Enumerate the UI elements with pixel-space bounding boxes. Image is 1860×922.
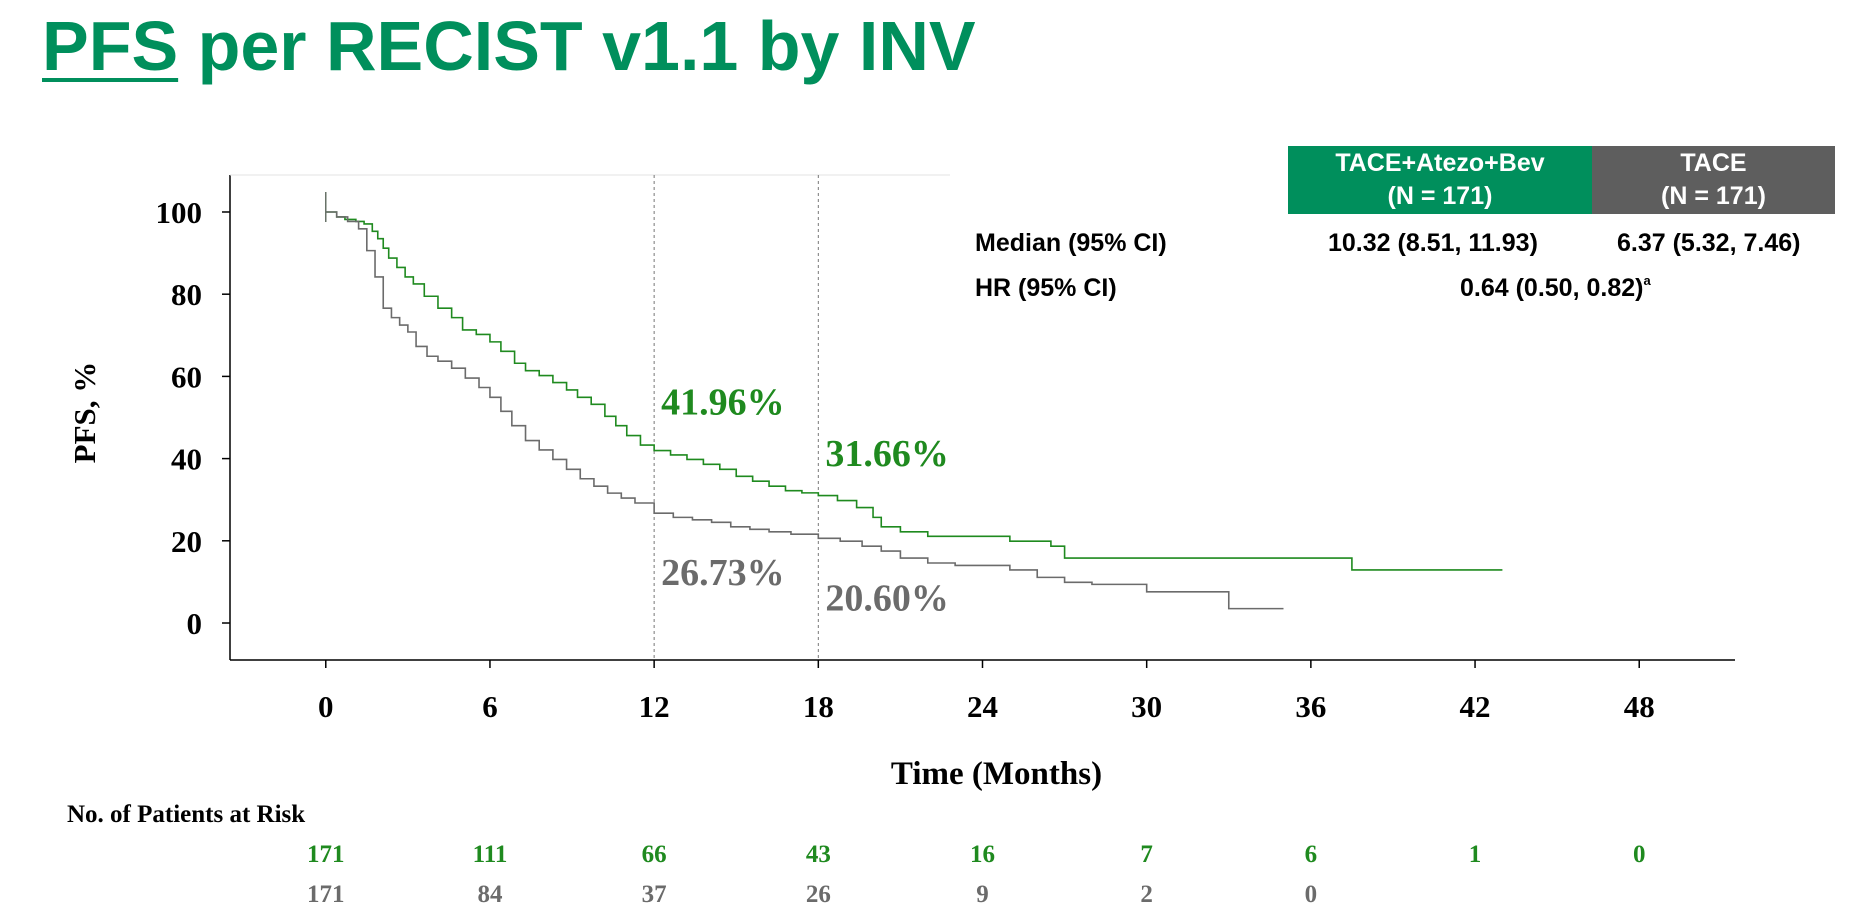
x-tick-label: 30: [1131, 689, 1162, 724]
y-tick-label: 0: [187, 606, 203, 641]
at-risk-value: 0: [1305, 881, 1318, 908]
at-risk-value: 37: [642, 881, 667, 908]
arm-b-name: TACE: [1680, 149, 1747, 177]
x-tick-label: 12: [639, 689, 670, 724]
x-tick-label: 36: [1295, 689, 1326, 724]
x-axis-label: Time (Months): [891, 756, 1102, 792]
y-tick-label: 60: [171, 359, 202, 394]
arm-a-n: (N = 171): [1387, 182, 1493, 210]
at-risk-value: 26: [806, 881, 831, 908]
y-tick-label: 40: [171, 442, 202, 477]
series-line-tace: [325, 211, 1284, 610]
median-arm-b: 6.37 (5.32, 7.46): [1617, 229, 1801, 257]
y-axis-label: PFS, %: [67, 362, 102, 464]
hr-value: 0.64 (0.50, 0.82)a: [1460, 272, 1651, 303]
page-title: PFS per RECIST v1.1 by INV: [42, 6, 976, 86]
at-risk-value: 16: [970, 841, 995, 868]
x-tick-label: 18: [803, 689, 834, 724]
x-tick-label: 0: [318, 689, 334, 724]
at-risk-value: 7: [1140, 841, 1153, 868]
hr-footnote: a: [1643, 272, 1651, 288]
at-risk-label: No. of Patients at Risk: [67, 801, 305, 828]
arm-a-header: TACE+Atezo+Bev (N = 171): [1288, 146, 1592, 214]
km-annotation: 41.96%: [661, 382, 785, 424]
at-risk-value: 9: [976, 881, 989, 908]
at-risk-value: 2: [1140, 881, 1153, 908]
median-label: Median (95% CI): [975, 229, 1167, 257]
at-risk-value: 171: [307, 841, 345, 868]
km-annotation: 31.66%: [825, 433, 949, 475]
at-risk-value: 111: [473, 841, 508, 868]
arm-b-n: (N = 171): [1661, 182, 1766, 210]
arm-b-header: TACE (N = 171): [1592, 146, 1835, 214]
at-risk-value: 84: [477, 881, 503, 908]
x-tick-label: 24: [967, 689, 998, 724]
series-line-tace-atezo-bev: [325, 211, 1503, 571]
x-tick-label: 42: [1460, 689, 1491, 724]
hr-value-text: 0.64 (0.50, 0.82): [1460, 274, 1644, 302]
at-risk-value: 6: [1305, 841, 1318, 868]
hr-label: HR (95% CI): [975, 274, 1117, 302]
y-tick-label: 80: [171, 277, 202, 312]
km-annotation: 26.73%: [661, 552, 785, 594]
median-arm-a: 10.32 (8.51, 11.93): [1328, 229, 1538, 257]
x-tick-label: 6: [482, 689, 498, 724]
title-rest: per RECIST v1.1 by INV: [178, 7, 976, 85]
km-annotation: 20.60%: [825, 577, 949, 619]
arm-a-name: TACE+Atezo+Bev: [1335, 149, 1545, 177]
at-risk-value: 171: [307, 881, 345, 908]
title-pfs: PFS: [42, 7, 179, 85]
at-risk-value: 1: [1469, 841, 1482, 868]
x-tick-label: 48: [1624, 689, 1655, 724]
at-risk-value: 0: [1633, 841, 1646, 868]
at-risk-value: 43: [806, 841, 831, 868]
y-tick-label: 100: [156, 195, 203, 230]
at-risk-value: 66: [642, 841, 667, 868]
y-tick-label: 20: [171, 524, 202, 559]
